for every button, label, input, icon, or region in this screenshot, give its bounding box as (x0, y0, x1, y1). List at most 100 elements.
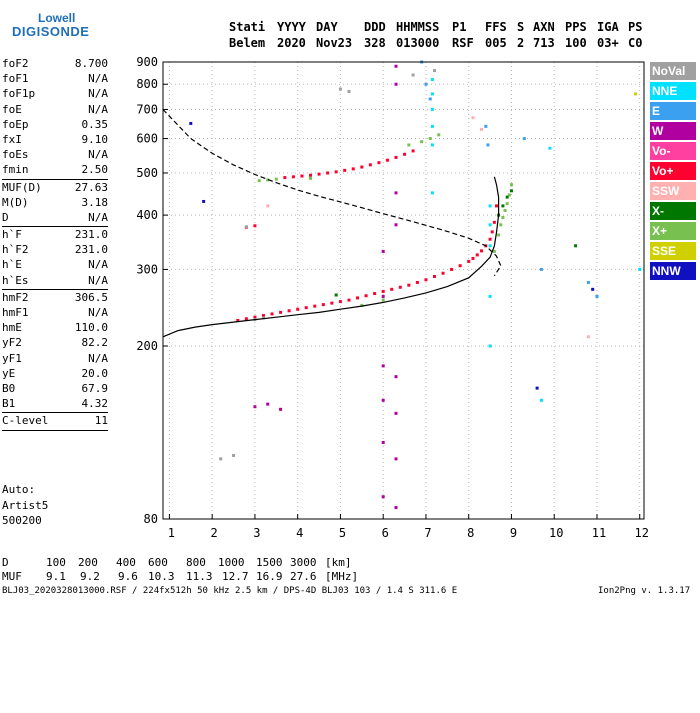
echo-point (574, 244, 578, 248)
param-row: foF2 8.700 (2, 56, 108, 71)
echo-point (503, 208, 507, 212)
param-group-virtual-heights: h`F 231.0 h`F2 231.0 h`E N/A h`Es N/A (2, 227, 108, 288)
param-name: foF1p (2, 87, 36, 101)
param-row: foEs N/A (2, 147, 108, 162)
echo-point (501, 204, 505, 208)
muf-distance-value: 1000 (218, 556, 245, 569)
y-tick-label: 300 (136, 262, 158, 276)
echo-point (586, 335, 590, 339)
echo-point (232, 453, 236, 457)
param-row: foEp 0.35 (2, 117, 108, 132)
legend-item-vo: Vo- (650, 142, 696, 160)
param-row: h`Es N/A (2, 273, 108, 288)
echo-point (424, 82, 428, 86)
echo-point (287, 309, 291, 313)
echo-point (488, 244, 492, 248)
auto-label: Auto: (2, 483, 36, 496)
series-ssw (266, 116, 590, 339)
fitted-trace-line (162, 176, 500, 338)
echo-point (394, 457, 398, 461)
echo-point (403, 152, 407, 156)
param-name: foE (2, 102, 22, 116)
x-tick-label: 1 (168, 526, 175, 540)
echo-point (492, 220, 496, 224)
echo-point (266, 402, 270, 406)
hdr-value-year: 2020 (277, 36, 306, 50)
hdr-value-doy: 328 (364, 36, 386, 50)
param-divider (2, 288, 108, 290)
y-tick-label: 80 (144, 512, 158, 526)
echo-point (428, 97, 432, 101)
echo-point (300, 174, 304, 178)
param-name: h`F2 (2, 243, 29, 257)
echo-point (490, 230, 494, 234)
echo-point (368, 163, 372, 167)
y-tick-label: 700 (136, 102, 158, 116)
echo-point (360, 303, 364, 307)
muf-frequency-value: 9.2 (80, 570, 100, 583)
echo-point (394, 155, 398, 159)
legend-item-x: X+ (650, 222, 696, 240)
echo-point (244, 317, 248, 321)
param-value: N/A (88, 351, 108, 365)
echo-point (394, 64, 398, 68)
hdr-value-s: 2 (517, 36, 525, 50)
series-noval (219, 69, 436, 461)
legend-item-e: E (650, 102, 696, 120)
hdr-value-ffs: 005 (485, 36, 507, 50)
profile-trace-line (162, 109, 502, 277)
muf-frequency-value: 10.3 (148, 570, 175, 583)
hdr-value-day: Nov23 (316, 36, 353, 50)
echo-point (390, 287, 394, 291)
param-divider (2, 226, 108, 228)
param-row: yF1 N/A (2, 351, 108, 366)
y-tick-label: 400 (136, 208, 158, 222)
hdr-label-time: HHMMSS (396, 20, 440, 34)
echo-point (385, 158, 389, 162)
legend-item-nnw: NNW (650, 262, 696, 280)
param-name: fmin (2, 163, 29, 177)
param-row: h`F2 231.0 (2, 242, 108, 257)
y-tick-label: 500 (136, 166, 158, 180)
muf-frequency-row: MUF 9.1 9.2 9.6 10.3 11.3 12.7 16.9 27.6… (2, 570, 358, 713)
param-name: B1 (2, 397, 16, 411)
echo-point (313, 304, 317, 308)
auto-version: 500200 (2, 514, 42, 527)
echo-point (279, 310, 283, 314)
echo-point (430, 107, 434, 111)
param-name: hmF1 (2, 306, 29, 319)
series-x (257, 133, 513, 307)
echo-point (497, 233, 501, 237)
series-nnw (189, 121, 595, 390)
y-tick-label: 600 (136, 132, 158, 146)
echo-point (484, 124, 488, 128)
echo-point (347, 89, 351, 93)
echo-point (424, 278, 428, 282)
param-row: M(D) 3.18 (2, 195, 108, 210)
param-row: D N/A (2, 210, 108, 225)
hdr-label-pps: PPS (565, 20, 587, 34)
echo-point (347, 298, 351, 302)
echo-point (501, 215, 505, 219)
param-row: hmF2 306.5 (2, 290, 108, 305)
param-row: B1 4.32 (2, 396, 108, 411)
echo-point (398, 285, 402, 289)
software-version: Ion2Png v. 1.3.17 (598, 586, 691, 596)
echo-point (591, 287, 595, 291)
echo-point (321, 303, 325, 307)
echo-point (283, 176, 287, 180)
chart-echo-points (189, 60, 642, 510)
param-row: foE N/A (2, 102, 108, 117)
echo-point (202, 199, 206, 203)
echo-point (499, 223, 503, 227)
legend-item-w: W (650, 122, 696, 140)
echo-point (381, 249, 385, 253)
param-name: hmF2 (2, 290, 29, 304)
echo-point (326, 171, 330, 175)
param-name: h`Es (2, 273, 29, 287)
hdr-value-station: Belem (229, 36, 266, 50)
station-header: Stati YYYY DAY DDD HHMMSS P1 FFS S AXN P… (0, 0, 700, 50)
hdr-value-pps: 100 (565, 36, 587, 50)
param-row: h`F 231.0 (2, 227, 108, 242)
x-tick-label: 2 (211, 526, 218, 540)
